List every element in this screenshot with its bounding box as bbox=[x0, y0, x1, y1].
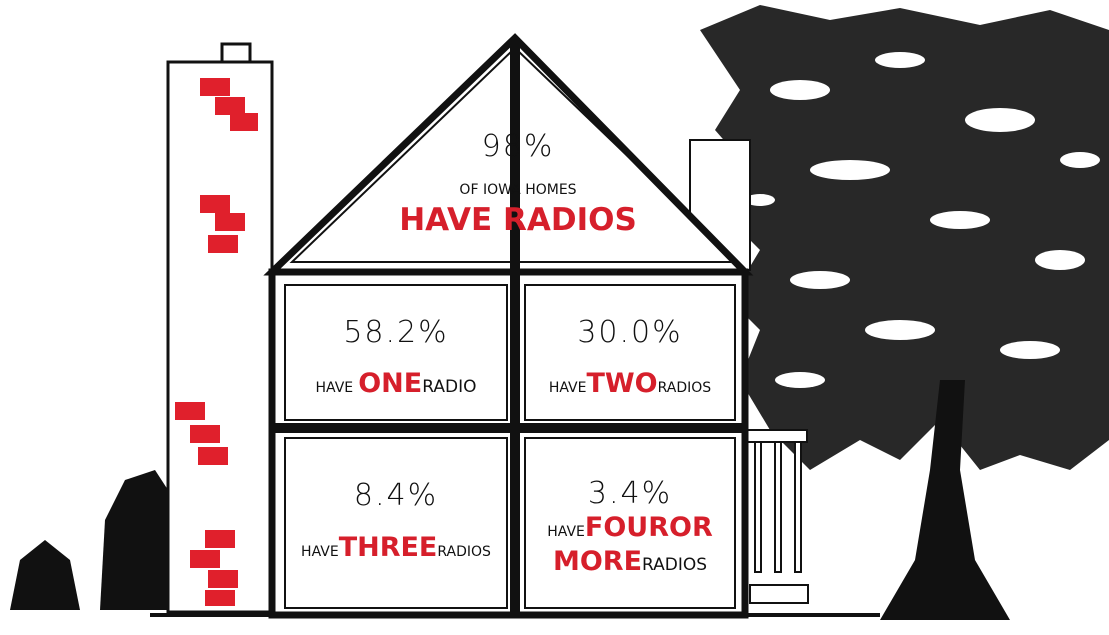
percent: 98% bbox=[482, 129, 555, 164]
percent: 58.2% bbox=[343, 315, 448, 350]
count: FOUR bbox=[585, 512, 669, 543]
word: OR bbox=[669, 512, 713, 543]
count: ONE bbox=[358, 368, 422, 399]
word: HAVE bbox=[549, 380, 587, 396]
caption: OF IOWA HOMES bbox=[459, 182, 576, 198]
percent: 30.0% bbox=[577, 315, 682, 350]
word: HAVE bbox=[316, 380, 354, 396]
illustration: 98% OF IOWA HOMES HAVE RADIOS 58.2% HAVE… bbox=[0, 0, 1109, 635]
bush bbox=[10, 540, 80, 610]
word: RADIOS bbox=[642, 555, 707, 575]
word: RADIOS bbox=[437, 544, 491, 560]
count: THREE bbox=[339, 532, 438, 563]
word: HAVE bbox=[547, 524, 585, 540]
word: RADIOS bbox=[658, 380, 712, 396]
percent: 3.4% bbox=[588, 476, 672, 511]
count: MORE bbox=[553, 546, 642, 577]
bush bbox=[100, 470, 168, 610]
headline: HAVE RADIOS bbox=[399, 202, 637, 238]
percent: 8.4% bbox=[354, 478, 438, 513]
count: TWO bbox=[586, 368, 657, 399]
word: HAVE bbox=[301, 544, 339, 560]
word: RADIO bbox=[422, 377, 476, 397]
